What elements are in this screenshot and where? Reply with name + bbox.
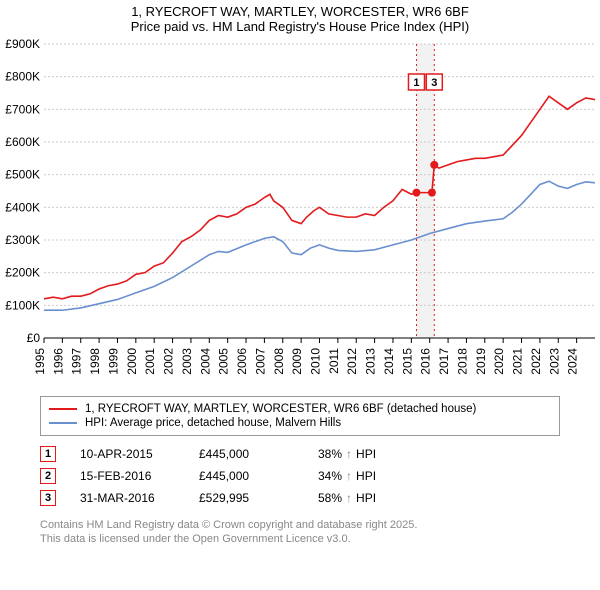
sale-marker-box: 3 (40, 490, 56, 506)
svg-text:2010: 2010 (309, 348, 323, 375)
svg-text:2001: 2001 (143, 348, 157, 375)
sales-table: 1 10-APR-2015 £445,000 38% ↑ HPI 2 15-FEB-2016 £… (40, 446, 600, 506)
svg-text:2004: 2004 (198, 348, 212, 375)
svg-text:£200K: £200K (5, 266, 40, 280)
svg-text:£100K: £100K (5, 298, 40, 312)
sale-price: £529,995 (199, 491, 294, 505)
sale-hpi-label: HPI (356, 491, 376, 505)
arrow-up-icon: ↑ (346, 447, 352, 461)
chart-title: 1, RYECROFT WAY, MARTLEY, WORCESTER, WR6… (0, 0, 600, 34)
sales-row: 1 10-APR-2015 £445,000 38% ↑ HPI (40, 446, 600, 462)
legend-swatch (49, 408, 77, 410)
svg-text:£600K: £600K (5, 135, 40, 149)
title-line1: 1, RYECROFT WAY, MARTLEY, WORCESTER, WR6… (0, 4, 600, 19)
svg-text:2023: 2023 (547, 348, 561, 375)
sale-hpi-label: HPI (356, 469, 376, 483)
legend-item: HPI: Average price, detached house, Malv… (49, 417, 551, 429)
sale-hpi: 38% ↑ HPI (318, 447, 376, 461)
svg-text:2000: 2000 (125, 348, 139, 375)
sale-price: £445,000 (199, 469, 294, 483)
svg-text:1: 1 (413, 77, 419, 89)
svg-text:£800K: £800K (5, 70, 40, 84)
chart-area: £0 £100K £200K £300K £400K £500K £600K £700K £80… (0, 38, 600, 390)
svg-text:1999: 1999 (106, 348, 120, 375)
legend-label: HPI: Average price, detached house, Malv… (85, 417, 341, 429)
svg-text:2018: 2018 (455, 348, 469, 375)
svg-text:1997: 1997 (70, 348, 84, 375)
svg-text:£300K: £300K (5, 233, 40, 247)
svg-text:£0: £0 (27, 331, 41, 345)
sales-row: 3 31-MAR-2016 £529,995 58% ↑ HPI (40, 490, 600, 506)
svg-text:2007: 2007 (253, 348, 267, 375)
legend-label: 1, RYECROFT WAY, MARTLEY, WORCESTER, WR6… (85, 403, 476, 415)
legend-item: 1, RYECROFT WAY, MARTLEY, WORCESTER, WR6… (49, 403, 551, 415)
legend-swatch (49, 422, 77, 424)
svg-text:2008: 2008 (272, 348, 286, 375)
svg-text:2015: 2015 (400, 348, 414, 375)
sale-marker-box: 1 (40, 446, 56, 462)
title-line2: Price paid vs. HM Land Registry's House … (0, 19, 600, 34)
svg-text:£900K: £900K (5, 38, 40, 51)
sale-hpi-pct: 34% (318, 469, 342, 483)
svg-text:3: 3 (431, 77, 437, 89)
sale-marker-box: 2 (40, 468, 56, 484)
svg-text:£500K: £500K (5, 168, 40, 182)
svg-text:2014: 2014 (382, 348, 396, 375)
svg-text:£400K: £400K (5, 200, 40, 214)
svg-text:2006: 2006 (235, 348, 249, 375)
svg-text:2021: 2021 (511, 348, 525, 375)
svg-text:2019: 2019 (474, 348, 488, 375)
sales-row: 2 15-FEB-2016 £445,000 34% ↑ HPI (40, 468, 600, 484)
svg-text:2022: 2022 (529, 348, 543, 375)
svg-text:2011: 2011 (327, 348, 341, 374)
legend: 1, RYECROFT WAY, MARTLEY, WORCESTER, WR6… (40, 396, 560, 436)
svg-text:2024: 2024 (566, 348, 580, 375)
svg-text:1996: 1996 (51, 348, 65, 375)
svg-text:2003: 2003 (180, 348, 194, 375)
svg-text:2012: 2012 (345, 348, 359, 375)
footer-line1: Contains HM Land Registry data © Crown c… (40, 518, 560, 532)
sale-hpi: 34% ↑ HPI (318, 469, 376, 483)
sale-date: 10-APR-2015 (80, 447, 175, 461)
sale-hpi-pct: 38% (318, 447, 342, 461)
svg-text:1995: 1995 (33, 348, 47, 375)
footer-line2: This data is licensed under the Open Gov… (40, 532, 560, 546)
svg-text:2002: 2002 (162, 348, 176, 375)
arrow-up-icon: ↑ (346, 491, 352, 505)
sale-date: 31-MAR-2016 (80, 491, 175, 505)
svg-text:2016: 2016 (419, 348, 433, 375)
arrow-up-icon: ↑ (346, 469, 352, 483)
svg-text:2009: 2009 (290, 348, 304, 375)
sale-date: 15-FEB-2016 (80, 469, 175, 483)
svg-text:2020: 2020 (492, 348, 506, 375)
line-chart-svg: £0 £100K £200K £300K £400K £500K £600K £700K £80… (0, 38, 600, 390)
svg-text:2017: 2017 (437, 348, 451, 375)
svg-text:2005: 2005 (217, 348, 231, 375)
footer-attribution: Contains HM Land Registry data © Crown c… (40, 518, 560, 547)
sale-price: £445,000 (199, 447, 294, 461)
svg-text:£700K: £700K (5, 102, 40, 116)
sale-hpi: 58% ↑ HPI (318, 491, 376, 505)
sale-hpi-label: HPI (356, 447, 376, 461)
svg-text:1998: 1998 (88, 348, 102, 375)
sale-hpi-pct: 58% (318, 491, 342, 505)
svg-text:2013: 2013 (364, 348, 378, 375)
